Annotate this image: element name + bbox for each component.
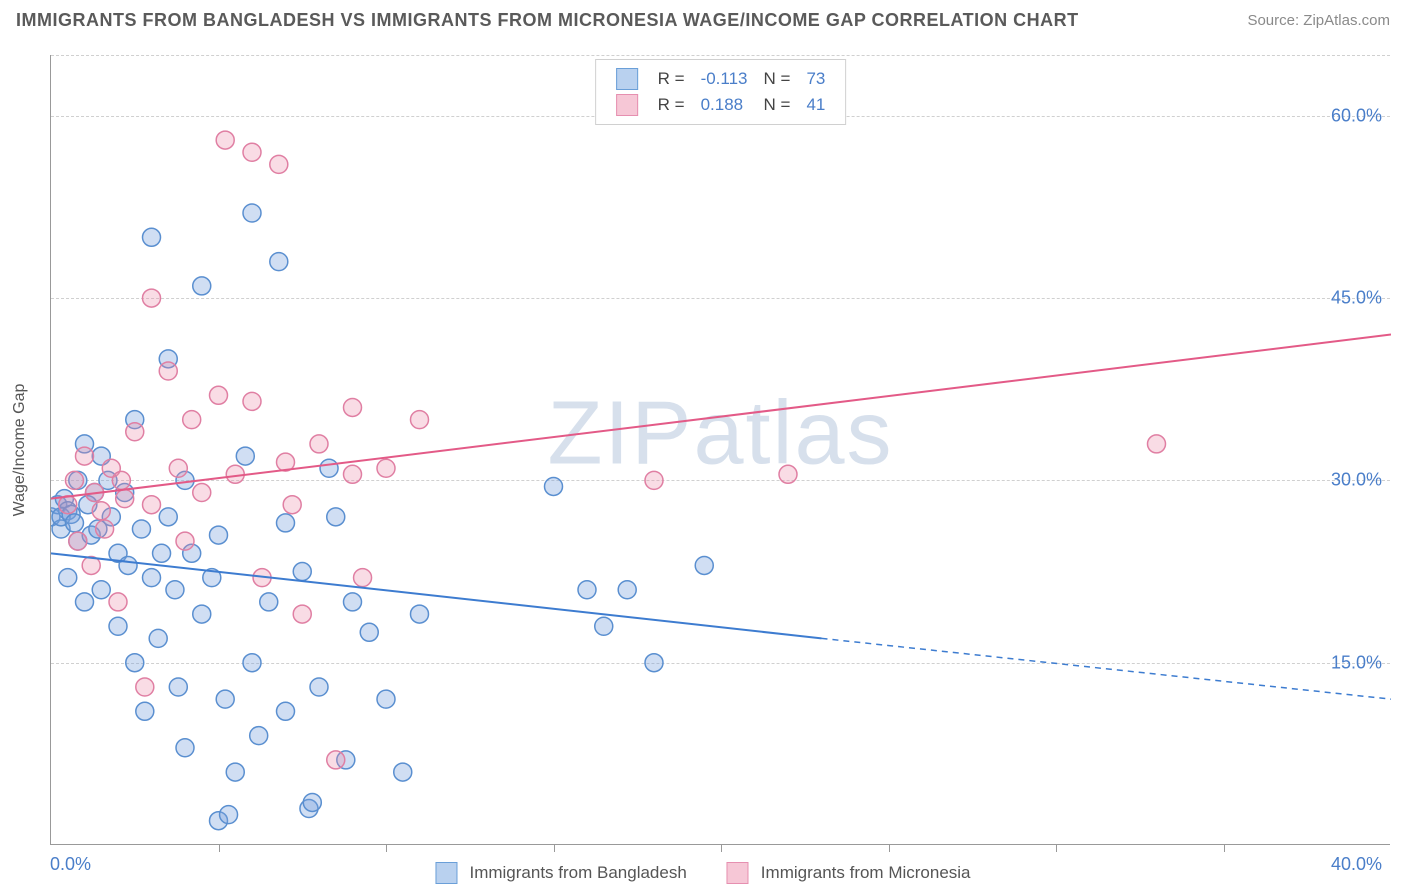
x-tick — [386, 844, 387, 852]
x-tick — [721, 844, 722, 852]
series-legend: Immigrants from Bangladesh Immigrants fr… — [435, 862, 970, 884]
legend-r-label-1: R = — [650, 66, 693, 92]
legend-swatch-micronesia-bottom — [727, 862, 749, 884]
legend-n-value-1: 73 — [798, 66, 833, 92]
legend-r-label-2: R = — [650, 92, 693, 118]
legend-swatch-micronesia — [616, 94, 638, 116]
legend-r-value-2: 0.188 — [693, 92, 756, 118]
legend-n-label-1: N = — [756, 66, 799, 92]
x-axis-start-label: 0.0% — [50, 854, 91, 875]
x-tick — [1056, 844, 1057, 852]
x-tick — [889, 844, 890, 852]
legend-swatch-bangladesh — [616, 68, 638, 90]
plot-region: ZIPatlas R = -0.113 N = 73 R = 0.188 N =… — [50, 55, 1390, 845]
correlation-legend: R = -0.113 N = 73 R = 0.188 N = 41 — [595, 59, 847, 125]
x-axis-end-label: 40.0% — [1331, 854, 1382, 875]
legend-swatch-bangladesh-bottom — [435, 862, 457, 884]
x-tick — [219, 844, 220, 852]
legend-label-bangladesh: Immigrants from Bangladesh — [469, 863, 686, 883]
legend-n-value-2: 41 — [798, 92, 833, 118]
legend-label-micronesia: Immigrants from Micronesia — [761, 863, 971, 883]
legend-n-label-2: N = — [756, 92, 799, 118]
x-tick — [554, 844, 555, 852]
y-axis-title: Wage/Income Gap — [11, 384, 29, 517]
plot-svg — [51, 55, 1391, 845]
legend-r-value-1: -0.113 — [693, 66, 756, 92]
x-tick — [1224, 844, 1225, 852]
chart-area: Wage/Income Gap ZIPatlas R = -0.113 N = … — [50, 55, 1390, 845]
chart-title: IMMIGRANTS FROM BANGLADESH VS IMMIGRANTS… — [16, 10, 1079, 31]
source-label: Source: ZipAtlas.com — [1247, 12, 1390, 29]
